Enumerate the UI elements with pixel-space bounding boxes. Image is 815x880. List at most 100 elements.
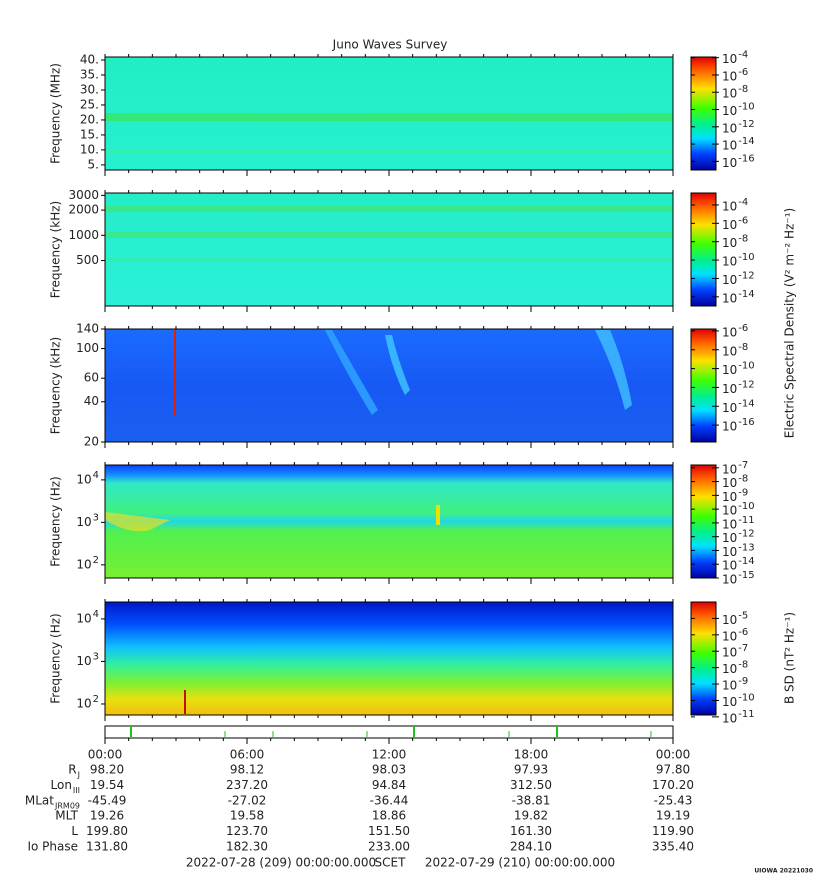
y-tick-label-exponent: 4 [93, 470, 99, 481]
footer-start: 2022-07-28 (209) 00:00:00.000 [186, 856, 376, 870]
band [105, 232, 673, 238]
colorbar-label: B SD (nT² Hz⁻¹) [783, 612, 797, 704]
colorbar-tick-label: 10 [722, 121, 737, 135]
colorbar-tick-label: 10 [722, 662, 737, 676]
row-value: 97.80 [656, 763, 690, 777]
colorbar [690, 56, 717, 171]
colorbar-tick-label: 10 [722, 325, 737, 339]
row-value: 151.50 [368, 824, 410, 838]
row-value: 19.54 [90, 778, 124, 792]
spike [184, 690, 186, 714]
colorbar-tick-label: 10 [722, 629, 737, 643]
row-value: -45.49 [88, 793, 127, 807]
row-value: -25.43 [654, 793, 693, 807]
colorbar-tick-label-exponent: -11 [738, 515, 754, 526]
band [105, 206, 673, 212]
colorbar [690, 601, 717, 716]
colorbar-tick-label: 10 [722, 156, 737, 170]
x-tick-label: 18:00 [514, 748, 549, 762]
row-value: -27.02 [228, 793, 267, 807]
row-label: L [71, 824, 78, 838]
colorbar [690, 192, 717, 307]
row-value: 97.93 [514, 763, 548, 777]
colorbar-tick-label: 10 [722, 490, 737, 504]
colorbar-tick-label-exponent: -7 [738, 643, 748, 654]
colorbar-tick-label: 10 [722, 679, 737, 693]
row-value: 312.50 [510, 778, 552, 792]
row-value: 19.19 [656, 809, 690, 823]
row-value: 98.12 [230, 763, 264, 777]
y-tick-label-exponent: 3 [93, 512, 99, 523]
colorbar-tick-label: 10 [722, 517, 737, 531]
emission [105, 512, 170, 532]
row-value: 131.80 [86, 840, 128, 854]
chart-title: Juno Waves Survey [332, 38, 448, 52]
row-label: Lon [51, 778, 72, 792]
y-tick-label: 20 [84, 435, 99, 449]
row-value: 170.20 [652, 778, 694, 792]
colorbar-tick-label: 10 [722, 695, 737, 709]
colorbar-tick-label: 10 [722, 531, 737, 545]
colorbar-tick-label: 10 [722, 545, 737, 559]
colorbar-tick-label-exponent: -15 [738, 570, 754, 581]
y-tick-label-exponent: 2 [93, 555, 99, 566]
panel [104, 601, 674, 716]
row-value: 98.20 [90, 763, 124, 777]
row-value: 161.30 [510, 824, 552, 838]
y-tick-label: 10. [80, 142, 99, 156]
row-value: 119.90 [652, 824, 694, 838]
ephemeris-strip [104, 725, 674, 739]
y-tick-label: 3000 [68, 188, 99, 202]
y-tick-label: 15. [80, 127, 99, 141]
colorbar-tick-label-exponent: -9 [738, 487, 748, 498]
colorbar-tick-label: 10 [722, 344, 737, 358]
row-label: Io Phase [27, 840, 78, 854]
colorbar-tick-label: 10 [722, 504, 737, 518]
colorbar-tick-label-exponent: -8 [738, 660, 748, 671]
footer-center: SCET [375, 856, 407, 870]
colorbar-tick-label-exponent: -16 [738, 417, 754, 428]
row-value: 335.40 [652, 840, 694, 854]
y-tick-label: 10 [76, 611, 91, 625]
colorbar-tick-label: 10 [722, 462, 737, 476]
band [105, 113, 673, 121]
colorbar-tick-label: 10 [722, 613, 737, 627]
row-value: 94.84 [372, 778, 406, 792]
spike [174, 330, 176, 415]
colorbar-tick-label-exponent: -8 [738, 234, 748, 245]
y-tick-label: 35. [80, 67, 99, 81]
band [105, 150, 673, 153]
row-value: 98.03 [372, 763, 406, 777]
colorbar-label: Electric Spectral Density (V² m⁻² Hz⁻¹) [783, 208, 797, 438]
y-axis-label: Frequency (Hz) [49, 476, 63, 567]
strip-frame [104, 725, 674, 739]
y-axis-label: Frequency (Hz) [49, 613, 63, 704]
colorbar-tick-label-exponent: -7 [738, 460, 748, 471]
colorbar-tick-label-exponent: -12 [738, 379, 754, 390]
y-tick-label: 30. [80, 82, 99, 96]
colorbar-tick-label-exponent: -9 [738, 676, 748, 687]
colorbar-tick-label: 10 [722, 69, 737, 83]
spectrogram [105, 602, 673, 715]
y-axis-label: Frequency (kHz) [49, 337, 63, 434]
y-tick-label: 10 [76, 557, 91, 571]
colorbar-tick-label-exponent: -12 [738, 529, 754, 540]
y-tick-label: 500 [76, 253, 99, 267]
colorbar-tick-label: 10 [722, 218, 737, 232]
y-tick-label: 10 [76, 472, 91, 486]
emission [325, 330, 378, 415]
y-tick-label-exponent: 3 [93, 651, 99, 662]
colorbar-tick-label: 10 [722, 363, 737, 377]
colorbar-tick-label-exponent: -10 [738, 102, 754, 113]
colorbar-tick-label-exponent: -10 [738, 252, 754, 263]
row-value: 19.26 [90, 809, 124, 823]
colorbar-tick-label: 10 [722, 236, 737, 250]
row-value: 237.20 [226, 778, 268, 792]
x-tick-label: 00:00 [656, 748, 691, 762]
row-value: 123.70 [226, 824, 268, 838]
y-tick-label: 100 [76, 341, 99, 355]
colorbar-tick-label-exponent: -10 [738, 692, 754, 703]
row-label-sub: J [77, 771, 80, 780]
colorbar-tick-label: 10 [722, 573, 737, 587]
colorbar-tick-label: 10 [722, 255, 737, 269]
